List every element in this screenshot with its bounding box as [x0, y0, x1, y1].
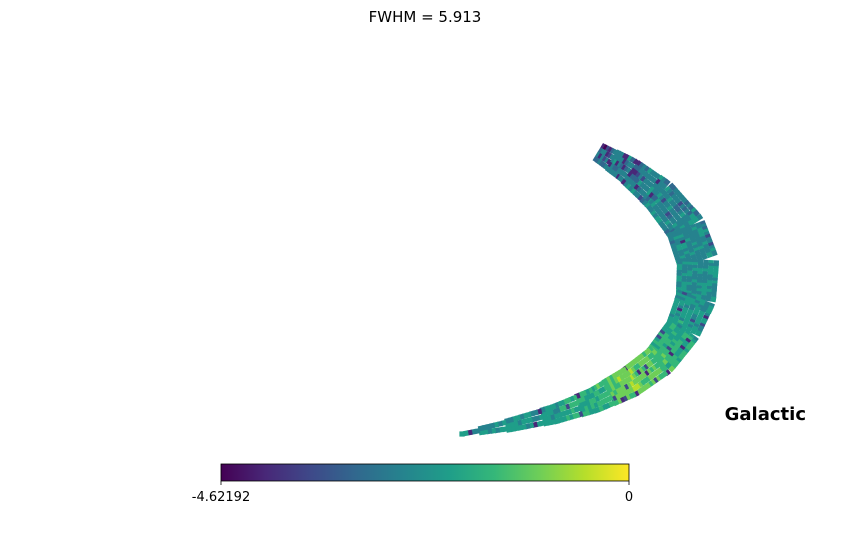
- colorbar-gradient: [220, 463, 630, 482]
- map-pixel: [690, 327, 698, 335]
- map-pixel: [636, 387, 644, 395]
- map-pixel: [459, 431, 465, 437]
- map-data-band: [459, 143, 720, 437]
- map-pixel: [695, 329, 702, 337]
- colorbar-min-label: -4.62192: [192, 490, 250, 505]
- map-pixel: [710, 249, 718, 257]
- chart-title: FWHM = 5.913: [369, 8, 482, 26]
- colorbar-max-label: 0: [625, 490, 633, 505]
- map-pixel: [706, 251, 713, 259]
- map-pixel: [710, 296, 717, 303]
- coordinate-system-label: Galactic: [725, 404, 806, 425]
- colorbar: -4.62192 0: [192, 463, 633, 505]
- map-pixel: [701, 253, 708, 261]
- map-pixel: [705, 295, 712, 302]
- map-pixel: [706, 291, 712, 298]
- map-pixel: [711, 291, 717, 298]
